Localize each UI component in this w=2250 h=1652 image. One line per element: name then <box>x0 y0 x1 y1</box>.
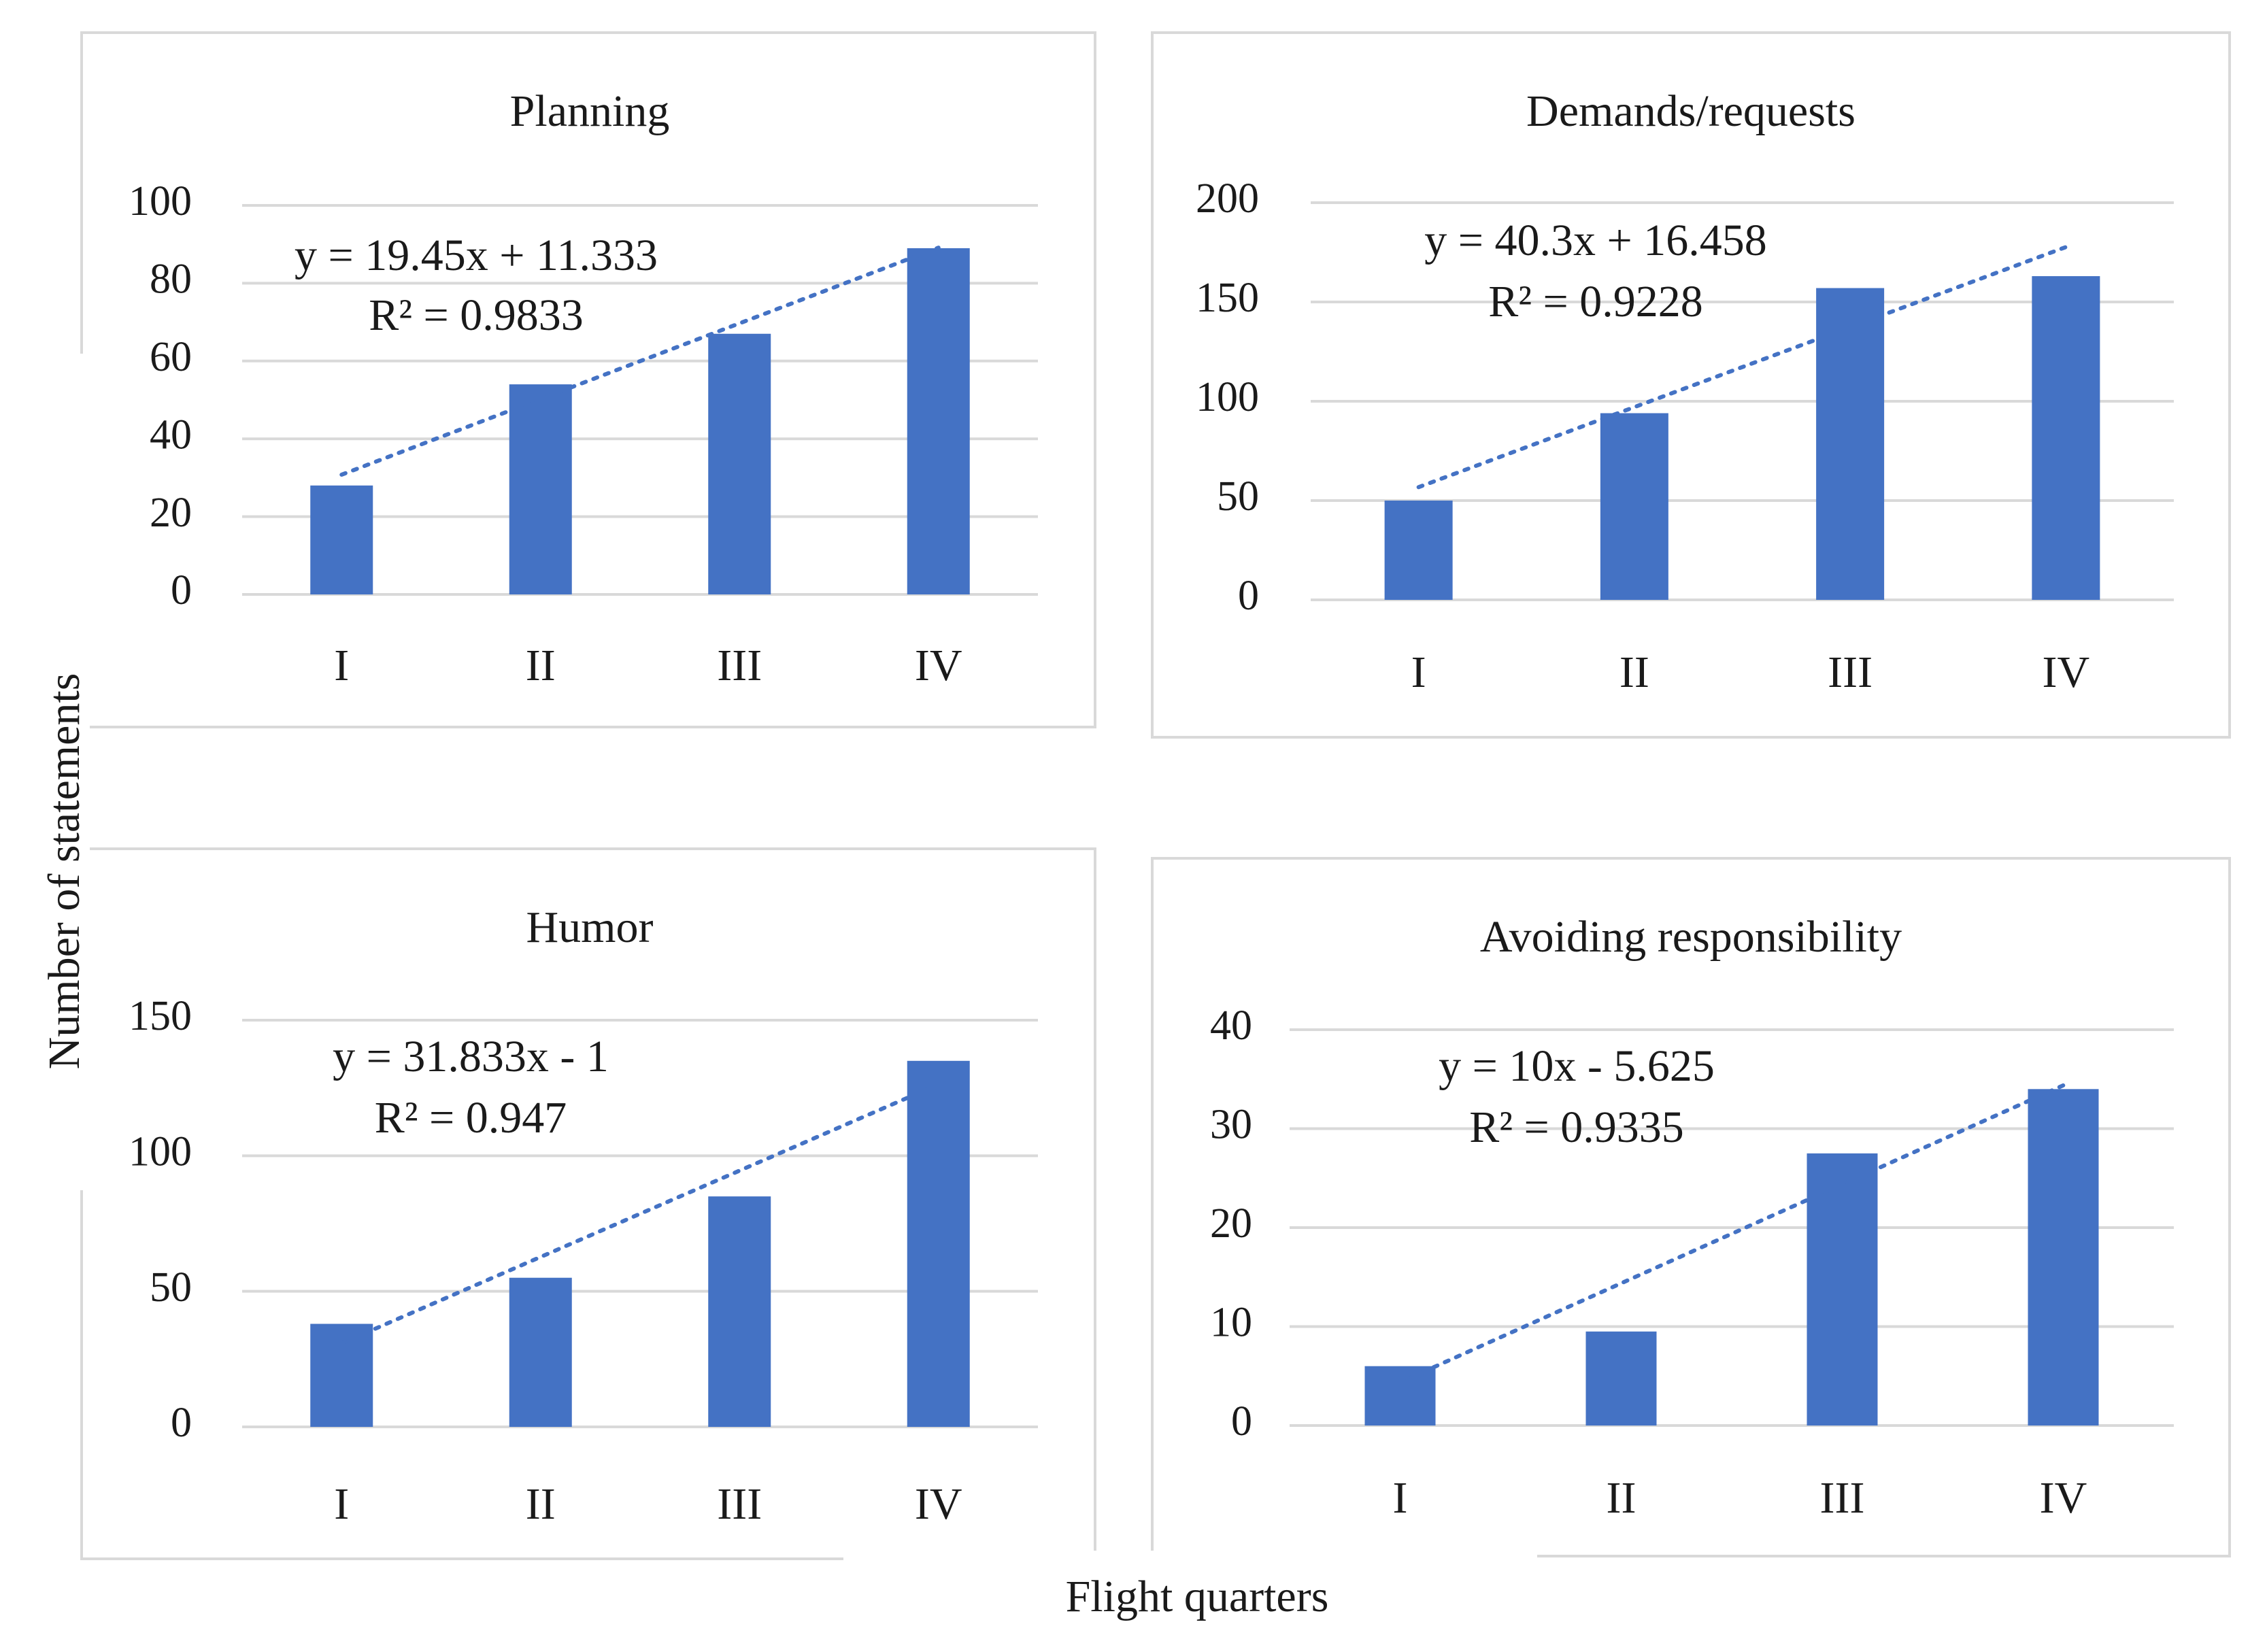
trendline <box>1416 245 2068 490</box>
x-tick-label: II <box>526 1479 556 1529</box>
bar-I <box>310 1324 373 1427</box>
x-tick-label: III <box>717 1479 762 1529</box>
bar-I <box>1384 501 1453 600</box>
x-tick-label: IV <box>2040 1473 2087 1523</box>
x-tick-label: IV <box>2043 647 2090 697</box>
y-tick-label: 0 <box>171 1400 192 1446</box>
trendline <box>339 1082 941 1346</box>
bar-II <box>509 1277 572 1427</box>
border-gap-left <box>73 354 90 1190</box>
y-tick-label: 80 <box>150 256 192 303</box>
x-tick-label: II <box>526 641 556 690</box>
trend-r-squared: R² = 0.9228 <box>1488 277 1703 326</box>
chart-panel-planning: Planning 0 20 40 60 80 100 I II III IV y = 19.45x +… <box>80 31 1096 728</box>
y-tick-label: 0 <box>1231 1398 1252 1445</box>
y-tick-label: 50 <box>1217 473 1259 520</box>
y-tick-label: 0 <box>1238 573 1259 619</box>
x-axis-label: Flight quarters <box>1065 1572 1329 1621</box>
x-tick-label: I <box>334 1479 349 1529</box>
x-tick-label: III <box>1828 647 1873 697</box>
bar-II <box>509 384 572 594</box>
chart-title: Humor <box>526 903 654 952</box>
y-tick-label: 100 <box>129 1129 192 1175</box>
trendline <box>1398 1083 2066 1385</box>
y-tick-label: 150 <box>129 993 192 1039</box>
trend-equation: y = 19.45x + 11.333 <box>295 231 658 280</box>
bar-IV <box>907 248 970 594</box>
bar-IV <box>2032 276 2100 600</box>
bar-III <box>1807 1153 1878 1426</box>
trend-equation: y = 10x - 5.625 <box>1439 1041 1715 1091</box>
x-tick-label: IV <box>915 641 962 690</box>
bar-II <box>1600 413 1668 600</box>
bar-III <box>1816 288 1885 600</box>
chart-title: Planning <box>510 86 670 136</box>
trend-r-squared: R² = 0.947 <box>375 1093 567 1143</box>
chart-panel-avoiding-responsibility: Avoiding responsibility 0 10 20 30 40 I II III IV… <box>1151 857 2231 1557</box>
bar-IV <box>2028 1089 2099 1426</box>
y-axis-label: Number of statements <box>39 673 89 1070</box>
chart-title: Demands/requests <box>1526 86 1856 136</box>
chart-title: Avoiding responsibility <box>1480 912 1902 962</box>
trend-equation: y = 40.3x + 16.458 <box>1424 216 1766 265</box>
x-tick-label: III <box>1820 1473 1865 1523</box>
bar-III <box>708 1196 771 1427</box>
chart-panel-humor: Humor 0 50 100 150 I II III IV y = 31.833x - 1 R² … <box>80 847 1096 1560</box>
x-tick-label: IV <box>915 1479 962 1529</box>
y-tick-label: 60 <box>150 334 192 380</box>
trend-r-squared: R² = 0.9833 <box>369 290 584 340</box>
y-tick-label: 10 <box>1210 1300 1252 1346</box>
y-tick-label: 40 <box>1210 1002 1252 1049</box>
border-gap-bottom <box>843 1551 1537 1571</box>
y-tick-label: 200 <box>1196 175 1259 222</box>
bar-II <box>1585 1331 1657 1426</box>
bar-IV <box>907 1060 970 1427</box>
y-tick-label: 20 <box>150 490 192 536</box>
x-tick-label: I <box>1393 1473 1408 1523</box>
y-tick-label: 150 <box>1196 275 1259 321</box>
trendline <box>339 246 941 477</box>
y-tick-label: 40 <box>150 411 192 458</box>
y-tick-label: 100 <box>129 178 192 224</box>
y-tick-label: 0 <box>171 567 192 613</box>
y-tick-label: 100 <box>1196 374 1259 420</box>
chart-panel-demands-requests: Demands/requests 0 50 100 150 200 I II III IV y = … <box>1151 31 2231 739</box>
trend-equation: y = 31.833x - 1 <box>333 1032 609 1081</box>
y-tick-label: 20 <box>1210 1200 1252 1247</box>
bar-I <box>310 485 373 594</box>
bar-III <box>708 333 771 594</box>
trend-r-squared: R² = 0.9335 <box>1469 1102 1684 1152</box>
x-tick-label: I <box>334 641 349 690</box>
x-tick-label: II <box>1619 647 1649 697</box>
bar-I <box>1364 1366 1436 1426</box>
x-tick-label: III <box>717 641 762 690</box>
x-tick-label: II <box>1607 1473 1636 1523</box>
y-tick-label: 30 <box>1210 1102 1252 1148</box>
y-tick-label: 50 <box>150 1264 192 1311</box>
x-tick-label: I <box>1411 647 1426 697</box>
